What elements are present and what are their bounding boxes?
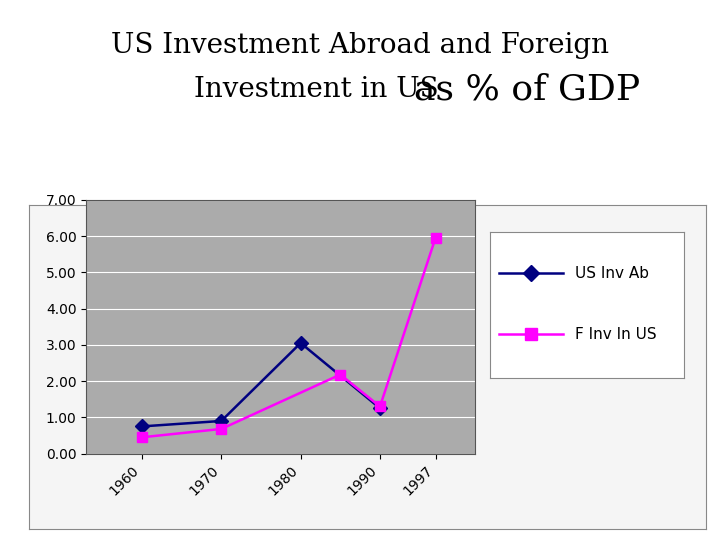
F Inv In US bbox=[217, 426, 225, 432]
F Inv In US bbox=[376, 403, 384, 410]
F Inv In US bbox=[431, 234, 440, 241]
Line: F Inv In US: F Inv In US bbox=[137, 233, 441, 442]
F Inv In US bbox=[138, 434, 146, 441]
US Inv Ab bbox=[217, 418, 225, 424]
Text: as % of GDP: as % of GDP bbox=[414, 72, 640, 106]
Text: Investment in US: Investment in US bbox=[194, 76, 448, 103]
F Inv In US bbox=[336, 372, 345, 378]
Text: US Investment Abroad and Foreign: US Investment Abroad and Foreign bbox=[111, 32, 609, 59]
Text: US Inv Ab: US Inv Ab bbox=[575, 266, 649, 280]
US Inv Ab bbox=[376, 405, 384, 411]
US Inv Ab bbox=[138, 423, 146, 430]
Text: F Inv In US: F Inv In US bbox=[575, 327, 657, 342]
US Inv Ab bbox=[297, 340, 305, 346]
Line: US Inv Ab: US Inv Ab bbox=[137, 338, 385, 431]
